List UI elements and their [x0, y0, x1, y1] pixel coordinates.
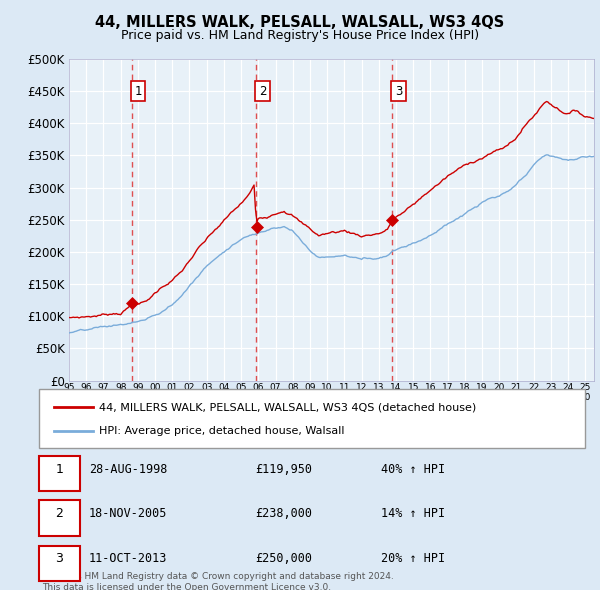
Text: 1: 1 [55, 463, 64, 476]
Text: 08
20: 08 20 [287, 384, 299, 402]
Text: 05
20: 05 20 [235, 384, 247, 402]
Text: 10
20: 10 20 [322, 384, 333, 402]
Text: 11-OCT-2013: 11-OCT-2013 [89, 552, 167, 565]
Text: 01
20: 01 20 [167, 384, 178, 402]
Text: 1: 1 [134, 84, 142, 98]
Text: 99
19: 99 19 [132, 384, 143, 402]
Text: 2: 2 [259, 84, 266, 98]
Text: 12
20: 12 20 [356, 384, 367, 402]
Text: HPI: Average price, detached house, Walsall: HPI: Average price, detached house, Wals… [99, 425, 344, 435]
Text: 03
20: 03 20 [201, 384, 212, 402]
Text: 44, MILLERS WALK, PELSALL, WALSALL, WS3 4QS: 44, MILLERS WALK, PELSALL, WALSALL, WS3 … [95, 15, 505, 30]
Text: 44, MILLERS WALK, PELSALL, WALSALL, WS3 4QS (detached house): 44, MILLERS WALK, PELSALL, WALSALL, WS3 … [99, 402, 476, 412]
Text: 95
19: 95 19 [63, 384, 75, 402]
Text: Price paid vs. HM Land Registry's House Price Index (HPI): Price paid vs. HM Land Registry's House … [121, 30, 479, 42]
Text: 17
20: 17 20 [442, 384, 454, 402]
Text: 40% ↑ HPI: 40% ↑ HPI [381, 463, 445, 476]
Text: 09
20: 09 20 [304, 384, 316, 402]
Text: £238,000: £238,000 [255, 507, 312, 520]
Text: 14
20: 14 20 [391, 384, 402, 402]
Text: 25
20: 25 20 [580, 384, 591, 402]
Text: 23
20: 23 20 [545, 384, 557, 402]
Text: 00
20: 00 20 [149, 384, 161, 402]
Text: 16
20: 16 20 [425, 384, 436, 402]
Text: 13
20: 13 20 [373, 384, 385, 402]
Text: 20% ↑ HPI: 20% ↑ HPI [381, 552, 445, 565]
Text: 20
20: 20 20 [494, 384, 505, 402]
Text: 18-NOV-2005: 18-NOV-2005 [89, 507, 167, 520]
Text: 3: 3 [395, 84, 402, 98]
Text: 11
20: 11 20 [338, 384, 350, 402]
Text: £250,000: £250,000 [255, 552, 312, 565]
Text: 21
20: 21 20 [511, 384, 522, 402]
Text: £119,950: £119,950 [255, 463, 312, 476]
Text: 22
20: 22 20 [528, 384, 539, 402]
Text: This data is licensed under the Open Government Licence v3.0.: This data is licensed under the Open Gov… [42, 583, 331, 590]
Text: 06
20: 06 20 [253, 384, 264, 402]
Text: 97
19: 97 19 [98, 384, 109, 402]
Text: 24
20: 24 20 [562, 384, 574, 402]
Text: 18
20: 18 20 [459, 384, 470, 402]
Text: 15
20: 15 20 [407, 384, 419, 402]
Text: 28-AUG-1998: 28-AUG-1998 [89, 463, 167, 476]
Text: 19
20: 19 20 [476, 384, 488, 402]
Text: 2: 2 [55, 507, 64, 520]
Text: Contains HM Land Registry data © Crown copyright and database right 2024.: Contains HM Land Registry data © Crown c… [42, 572, 394, 581]
Text: 96
19: 96 19 [80, 384, 92, 402]
Text: 3: 3 [55, 552, 64, 565]
Text: 04
20: 04 20 [218, 384, 230, 402]
Text: 14% ↑ HPI: 14% ↑ HPI [381, 507, 445, 520]
Text: 98
19: 98 19 [115, 384, 127, 402]
Text: 02
20: 02 20 [184, 384, 195, 402]
Text: 07
20: 07 20 [270, 384, 281, 402]
